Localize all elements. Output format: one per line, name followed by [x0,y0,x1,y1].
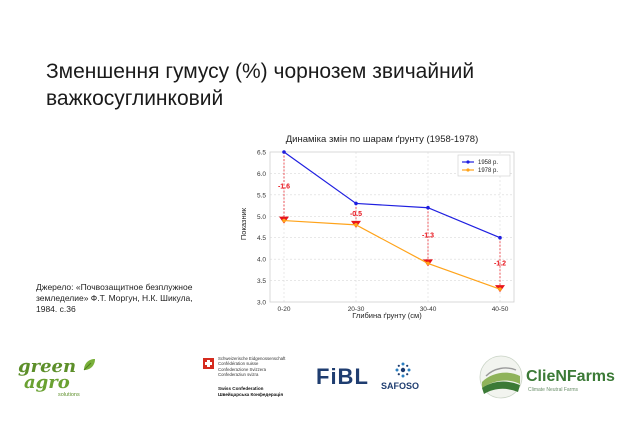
data-point [498,287,502,291]
clienfarms-logo: ClieNFarms Climate Neutral Farms [478,354,628,402]
data-point [426,261,430,266]
difference-label: -0.5 [350,211,362,218]
y-tick-label: 4.0 [257,257,266,264]
y-tick-label: 6.0 [257,171,266,178]
data-point [498,235,502,240]
data-point [426,205,430,210]
leaf-icon [83,359,95,371]
legend-entry: 1958 р. [478,160,498,166]
swiss-confederation-title: Swiss Confederation Швейцарська Конфедер… [218,386,284,397]
y-axis-label: Показник [239,207,248,240]
data-point [282,150,286,154]
safoso-logo-text: SAFOSO [381,381,420,391]
y-axis-ticks: 3.0 3.5 4.0 4.5 5.0 5.5 6.0 6.5 [257,150,266,307]
difference-label: -1.3 [422,233,434,240]
difference-label: -1.2 [494,260,506,267]
data-point [354,201,358,206]
safoso-dots-icon [395,362,411,378]
series-lines [282,150,502,291]
y-tick-label: 4.5 [257,235,266,242]
y-tick-label: 6.5 [257,150,266,157]
greenagro-logo-line1: green [18,356,77,377]
series-line-0 [283,151,501,239]
data-point [282,218,286,223]
legend: 1958 р. 1978 р. [457,154,511,177]
legend-marker [466,168,470,172]
x-axis-label: Глибина ґрунту (см) [352,311,422,320]
difference-label: -1.6 [278,183,290,190]
safoso-logo: SAFOSO [378,362,428,396]
x-tick-label: 20-30 [348,306,365,313]
y-tick-label: 3.5 [257,278,266,285]
x-tick-label: 30-40 [420,306,437,313]
series-line-1 [283,219,501,290]
y-tick-label: 5.5 [257,192,266,199]
slide-title: Зменшення гумусу (%) чорнозем звичайний … [46,60,475,110]
x-tick-label: 40-50 [492,306,509,313]
swiss-confederation-logo: Schweizerische Eidgenossenschaft Confédé… [203,356,303,402]
clienfarms-logo-name: ClieNFarms [526,368,615,385]
humus-line-chart: Динаміка змін по шарам ґрунту (1958-1978… [239,134,515,320]
greenagro-logo-tagline: solutions [58,392,80,398]
legend-box [457,154,511,177]
fibl-logo: FiBL [316,364,369,389]
y-tick-label: 5.0 [257,214,266,221]
field-hills-icon [479,355,523,399]
swiss-flag-icon [203,358,214,369]
data-point [354,223,358,227]
x-tick-label: 0-20 [277,306,290,313]
legend-entry: 1978 р. [478,168,498,174]
legend-marker [466,160,470,164]
difference-markers: -1.6 -0.5 -1.3 -1.2 [278,152,506,293]
y-tick-label: 3.0 [257,300,266,307]
chart-title: Динаміка змін по шарам ґрунту (1958-1978… [286,134,478,145]
partner-logos: green agro solutions Schweizerische Eidg… [0,350,640,410]
x-axis-ticks: 0-20 20-30 30-40 40-50 [277,306,508,313]
swiss-confederation-names: Schweizerische Eidgenossenschaft Confédé… [218,356,286,378]
greenagro-logo: green agro solutions [18,356,98,400]
source-note: Джерело: «Почвозащитное безплужное земле… [36,282,193,314]
clienfarms-logo-tagline: Climate Neutral Farms [528,387,579,393]
greenagro-logo-line2: agro [24,372,70,393]
